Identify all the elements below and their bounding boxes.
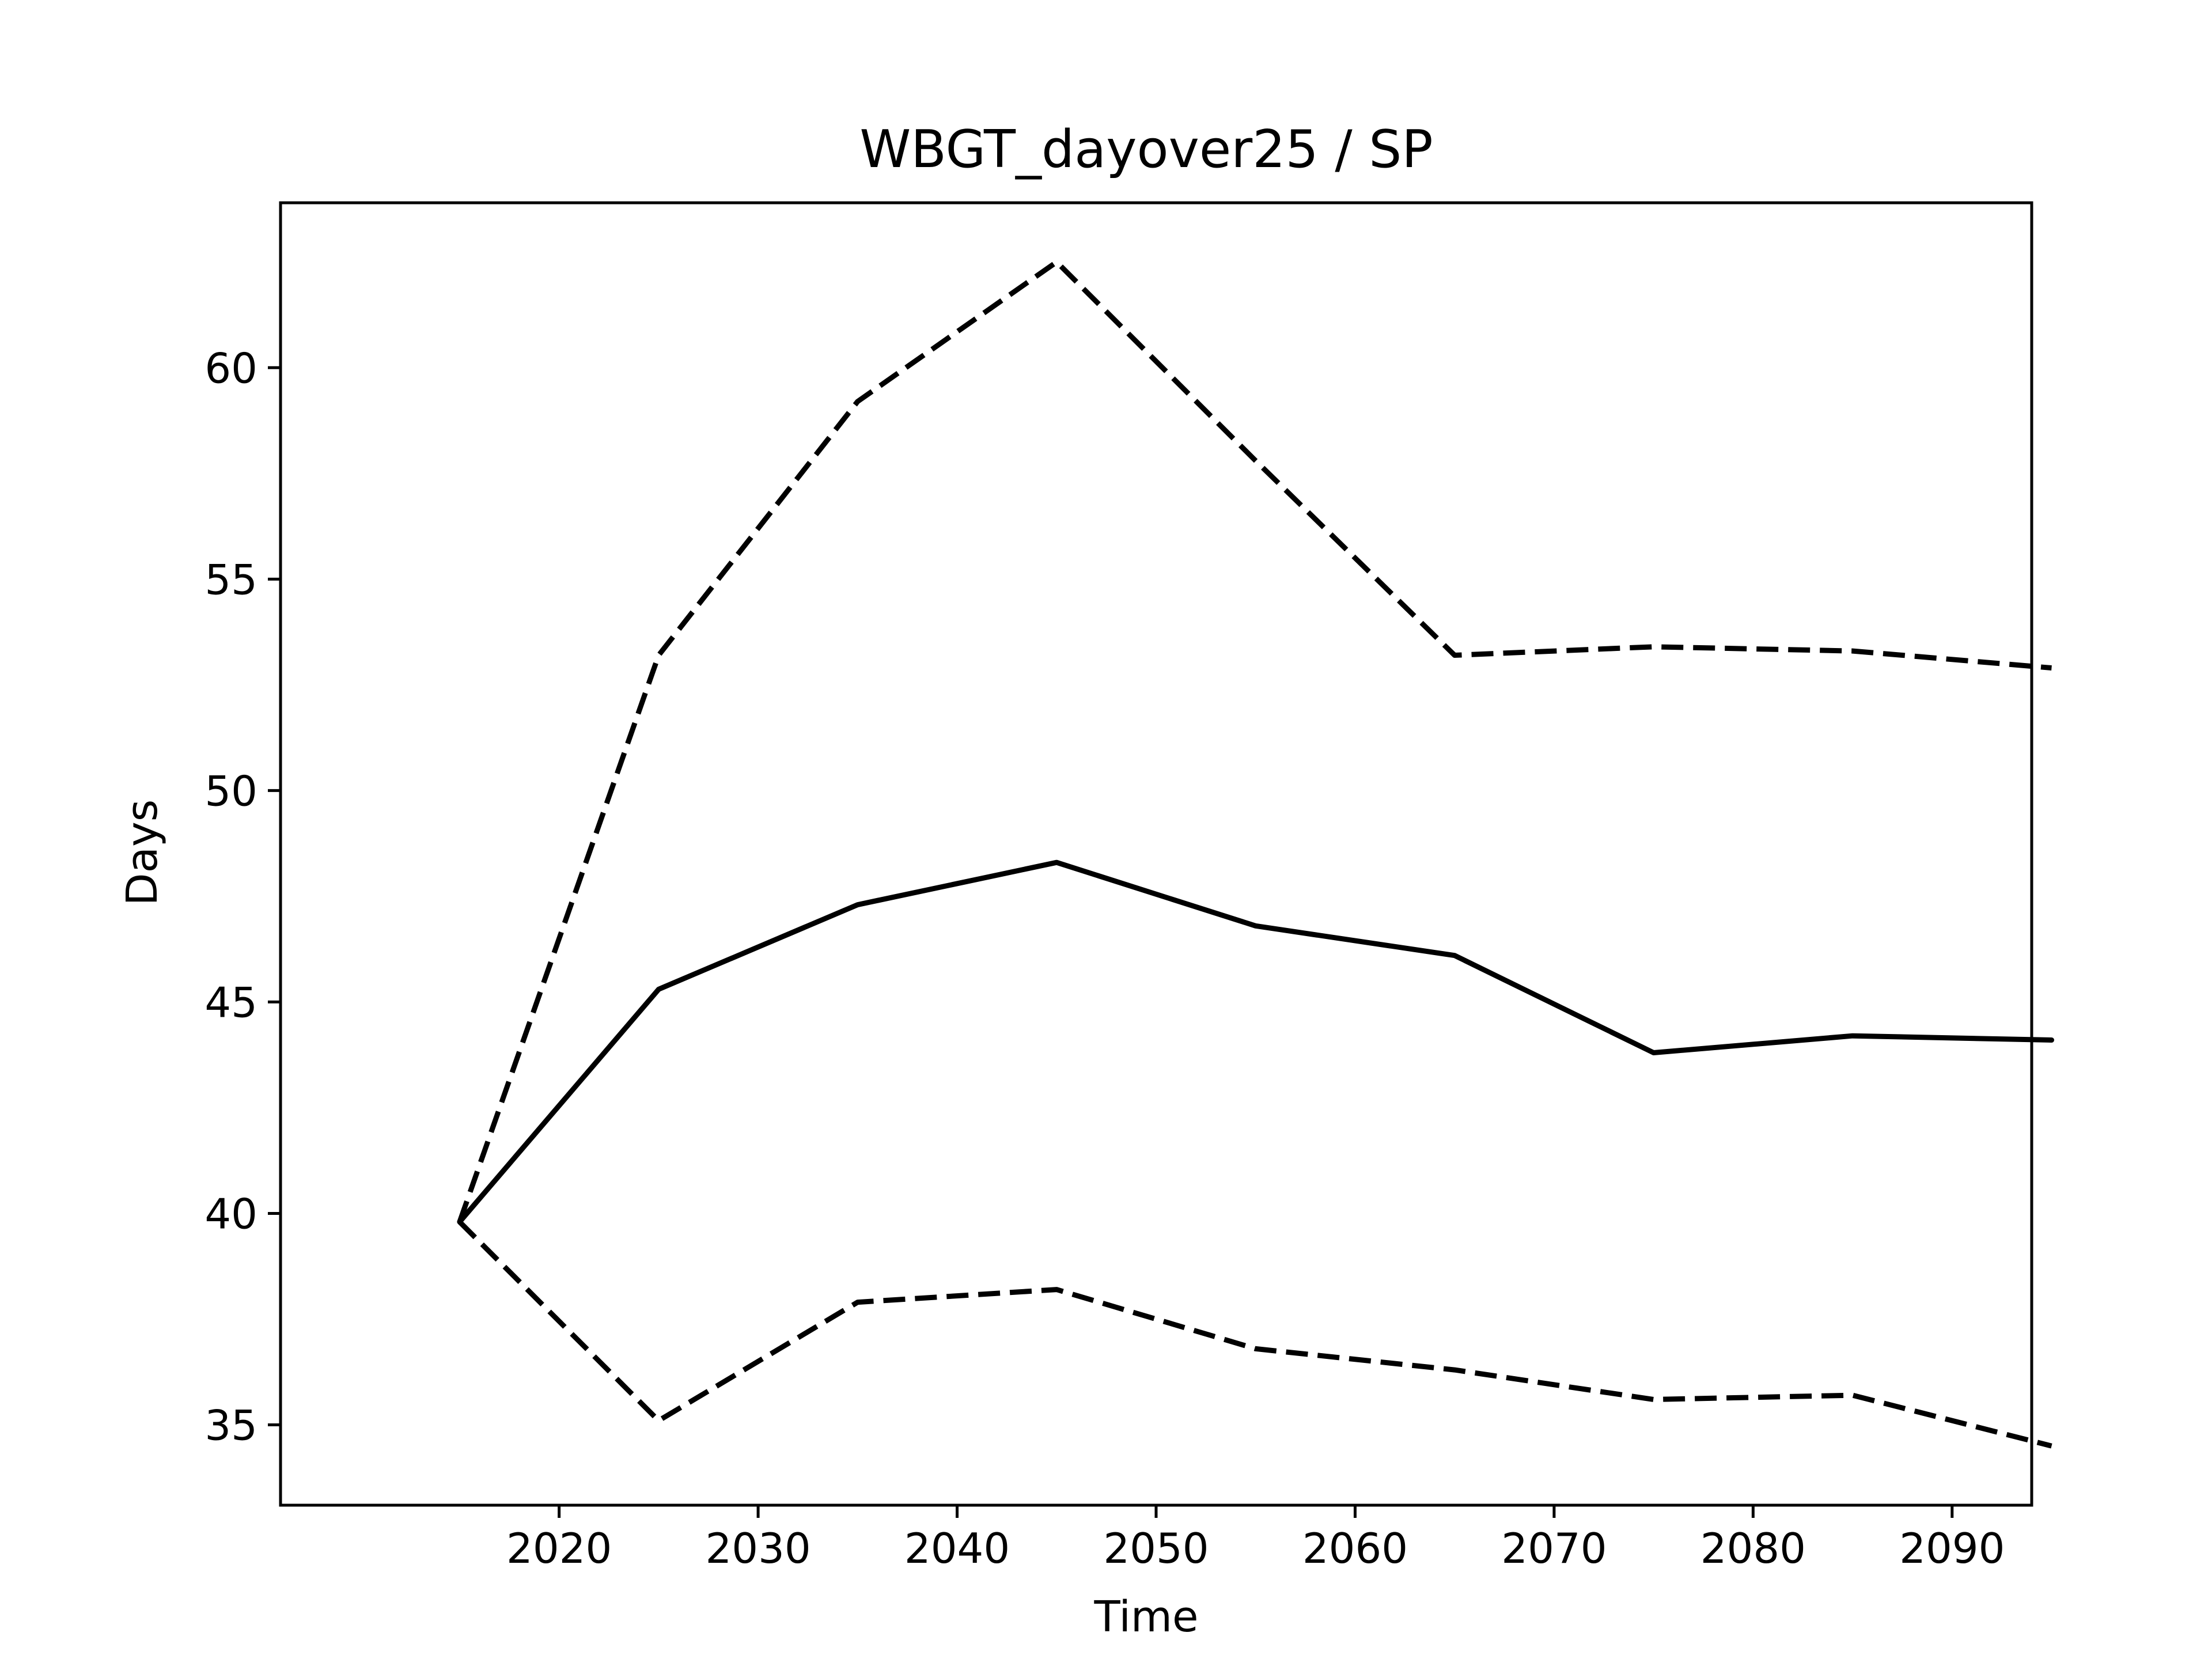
x-axis: 2020 2030 2040 2050 2060 2070 2080 2090 — [506, 1505, 2005, 1573]
y-tick-label: 45 — [204, 978, 257, 1027]
series-line-3 — [457, 1220, 2052, 1449]
y-axis: 35 40 45 50 55 60 — [204, 344, 281, 1450]
x-tick-label: 2070 — [1501, 1524, 1607, 1573]
series-layer — [457, 259, 2054, 1449]
series-line-1 — [457, 859, 2054, 1225]
y-tick-label: 60 — [204, 344, 257, 392]
y-tick-label: 35 — [204, 1402, 257, 1450]
x-tick-label: 2030 — [705, 1524, 810, 1573]
y-tick-label: 40 — [204, 1190, 257, 1238]
x-tick-label: 2050 — [1103, 1524, 1209, 1573]
x-axis-title: Time — [1093, 1592, 1198, 1642]
y-tick-label: 50 — [204, 767, 257, 815]
chart-title: WBGT_dayover25 / SP — [859, 119, 1433, 180]
y-tick-label: 55 — [204, 555, 257, 604]
x-tick-label: 2020 — [506, 1524, 612, 1573]
x-tick-label: 2060 — [1302, 1524, 1408, 1573]
x-tick-label: 2040 — [904, 1524, 1010, 1573]
y-axis-title: Days — [118, 800, 167, 906]
series-line-2 — [457, 259, 2052, 1223]
x-tick-label: 2080 — [1700, 1524, 1806, 1573]
x-tick-label: 2090 — [1899, 1524, 2005, 1573]
